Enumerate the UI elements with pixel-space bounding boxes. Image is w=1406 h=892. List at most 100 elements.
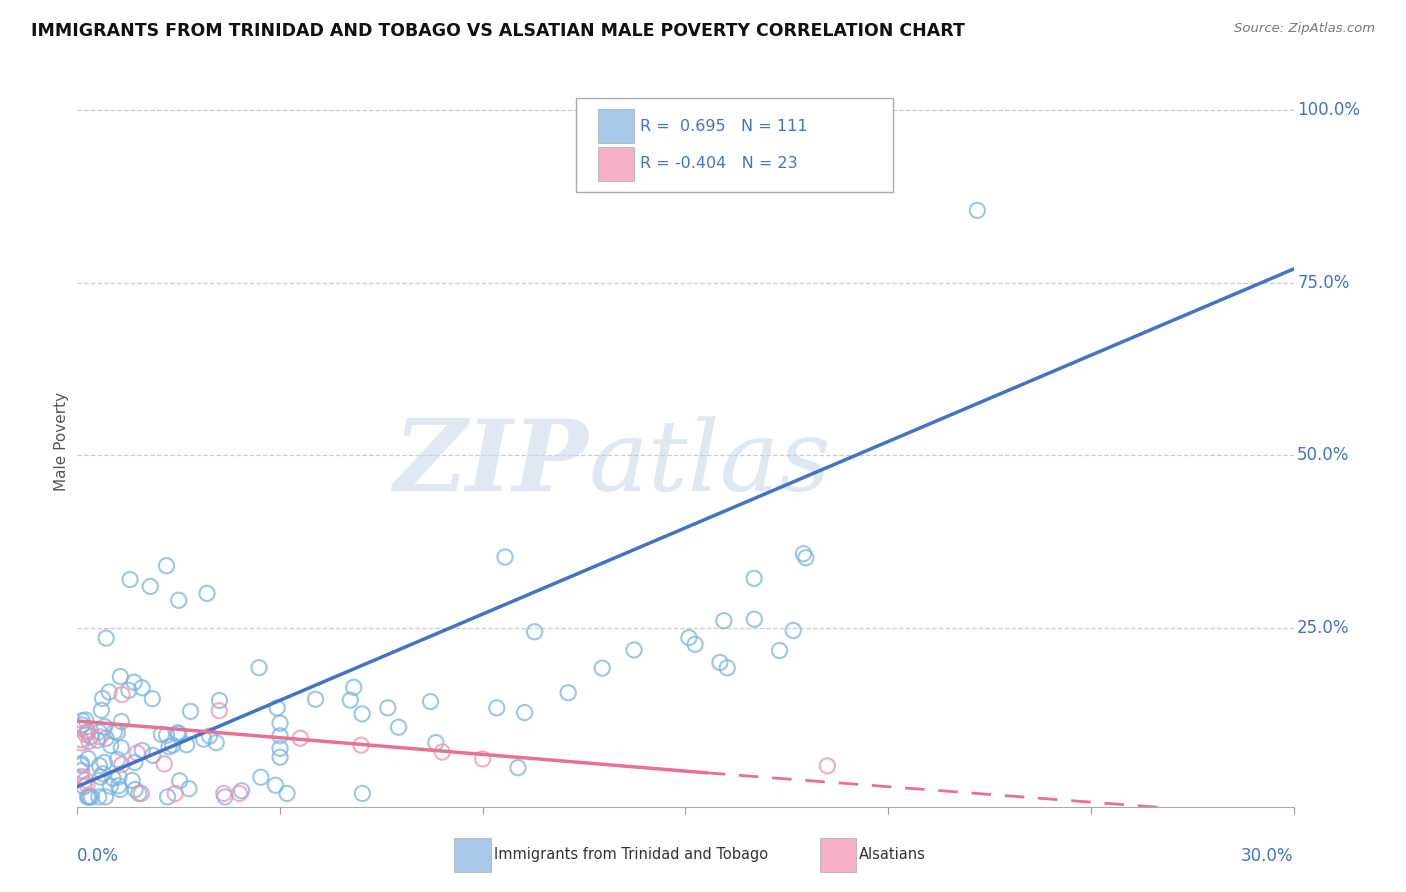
Point <box>93 720 115 734</box>
Point <box>419 694 441 708</box>
Point <box>142 748 165 763</box>
Point <box>86 733 108 747</box>
Point <box>72 718 94 732</box>
Text: 25.0%: 25.0% <box>1298 619 1350 637</box>
Point <box>167 727 190 741</box>
Point <box>141 691 163 706</box>
Point <box>127 746 149 760</box>
Text: Immigrants from Trinidad and Tobago: Immigrants from Trinidad and Tobago <box>494 847 768 862</box>
Point <box>205 736 228 750</box>
Point <box>430 745 453 759</box>
Point <box>80 730 103 744</box>
Point <box>76 789 98 804</box>
Point <box>228 787 250 801</box>
Point <box>107 779 129 793</box>
Point <box>494 550 516 565</box>
Text: 0.0%: 0.0% <box>77 847 120 865</box>
Point <box>709 656 731 670</box>
Point <box>70 769 93 783</box>
Point <box>89 730 111 744</box>
Point <box>208 693 231 707</box>
Point <box>591 661 613 675</box>
Point <box>70 758 93 772</box>
Point <box>108 770 131 784</box>
Point <box>100 739 122 753</box>
Text: Source: ZipAtlas.com: Source: ZipAtlas.com <box>1234 22 1375 36</box>
Point <box>716 661 738 675</box>
Point <box>352 787 374 801</box>
Point <box>89 758 111 772</box>
Point <box>122 675 145 690</box>
Point <box>167 593 190 607</box>
Point <box>513 706 536 720</box>
Point <box>155 728 177 742</box>
Point <box>966 203 988 218</box>
Point <box>193 732 215 747</box>
Point <box>121 773 143 788</box>
Point <box>352 706 374 721</box>
Text: R =  0.695   N = 111: R = 0.695 N = 111 <box>640 119 807 134</box>
Point <box>76 725 98 739</box>
Point <box>77 789 100 804</box>
Text: 50.0%: 50.0% <box>1298 446 1350 465</box>
Point <box>104 724 127 739</box>
Point <box>794 550 817 565</box>
Point <box>77 751 100 765</box>
Point <box>76 778 98 792</box>
Point <box>139 579 162 593</box>
Point <box>90 770 112 784</box>
Point <box>269 741 291 756</box>
Point <box>75 773 97 788</box>
Point <box>162 738 184 752</box>
Point <box>250 770 273 784</box>
Point <box>124 756 146 770</box>
Text: 100.0%: 100.0% <box>1298 102 1360 120</box>
Point <box>742 612 765 626</box>
Point <box>156 789 179 804</box>
Point <box>128 787 150 801</box>
Point <box>80 789 103 804</box>
Point <box>768 643 790 657</box>
Point <box>276 787 298 801</box>
Point <box>98 685 121 699</box>
Point <box>75 727 97 741</box>
Point <box>77 724 100 739</box>
Point <box>111 757 134 772</box>
Point <box>247 661 270 675</box>
Text: Alsatians: Alsatians <box>859 847 927 862</box>
Point <box>87 725 110 739</box>
Point <box>214 789 236 804</box>
Point <box>782 624 804 638</box>
Point <box>377 701 399 715</box>
Point <box>713 614 735 628</box>
Point <box>110 714 132 729</box>
Point <box>343 680 366 694</box>
Point <box>195 586 218 600</box>
Point <box>623 643 645 657</box>
Point <box>485 701 508 715</box>
Y-axis label: Male Poverty: Male Poverty <box>53 392 69 491</box>
Point <box>70 736 93 750</box>
Point <box>678 631 700 645</box>
Point <box>180 705 202 719</box>
Point <box>166 725 188 739</box>
Point <box>557 686 579 700</box>
Point <box>169 773 191 788</box>
Text: atlas: atlas <box>588 416 831 511</box>
Point <box>157 739 180 754</box>
Point <box>150 727 173 741</box>
Point <box>506 761 529 775</box>
Point <box>108 782 131 797</box>
Text: 30.0%: 30.0% <box>1241 847 1294 865</box>
Point <box>91 691 114 706</box>
Point <box>110 740 132 755</box>
Point <box>198 729 221 743</box>
Point <box>269 716 291 731</box>
Point <box>266 701 288 715</box>
Point <box>110 669 132 683</box>
Point <box>90 703 112 717</box>
Point <box>100 779 122 793</box>
Point <box>269 729 291 743</box>
Text: ZIP: ZIP <box>394 416 588 512</box>
Point <box>70 714 93 728</box>
